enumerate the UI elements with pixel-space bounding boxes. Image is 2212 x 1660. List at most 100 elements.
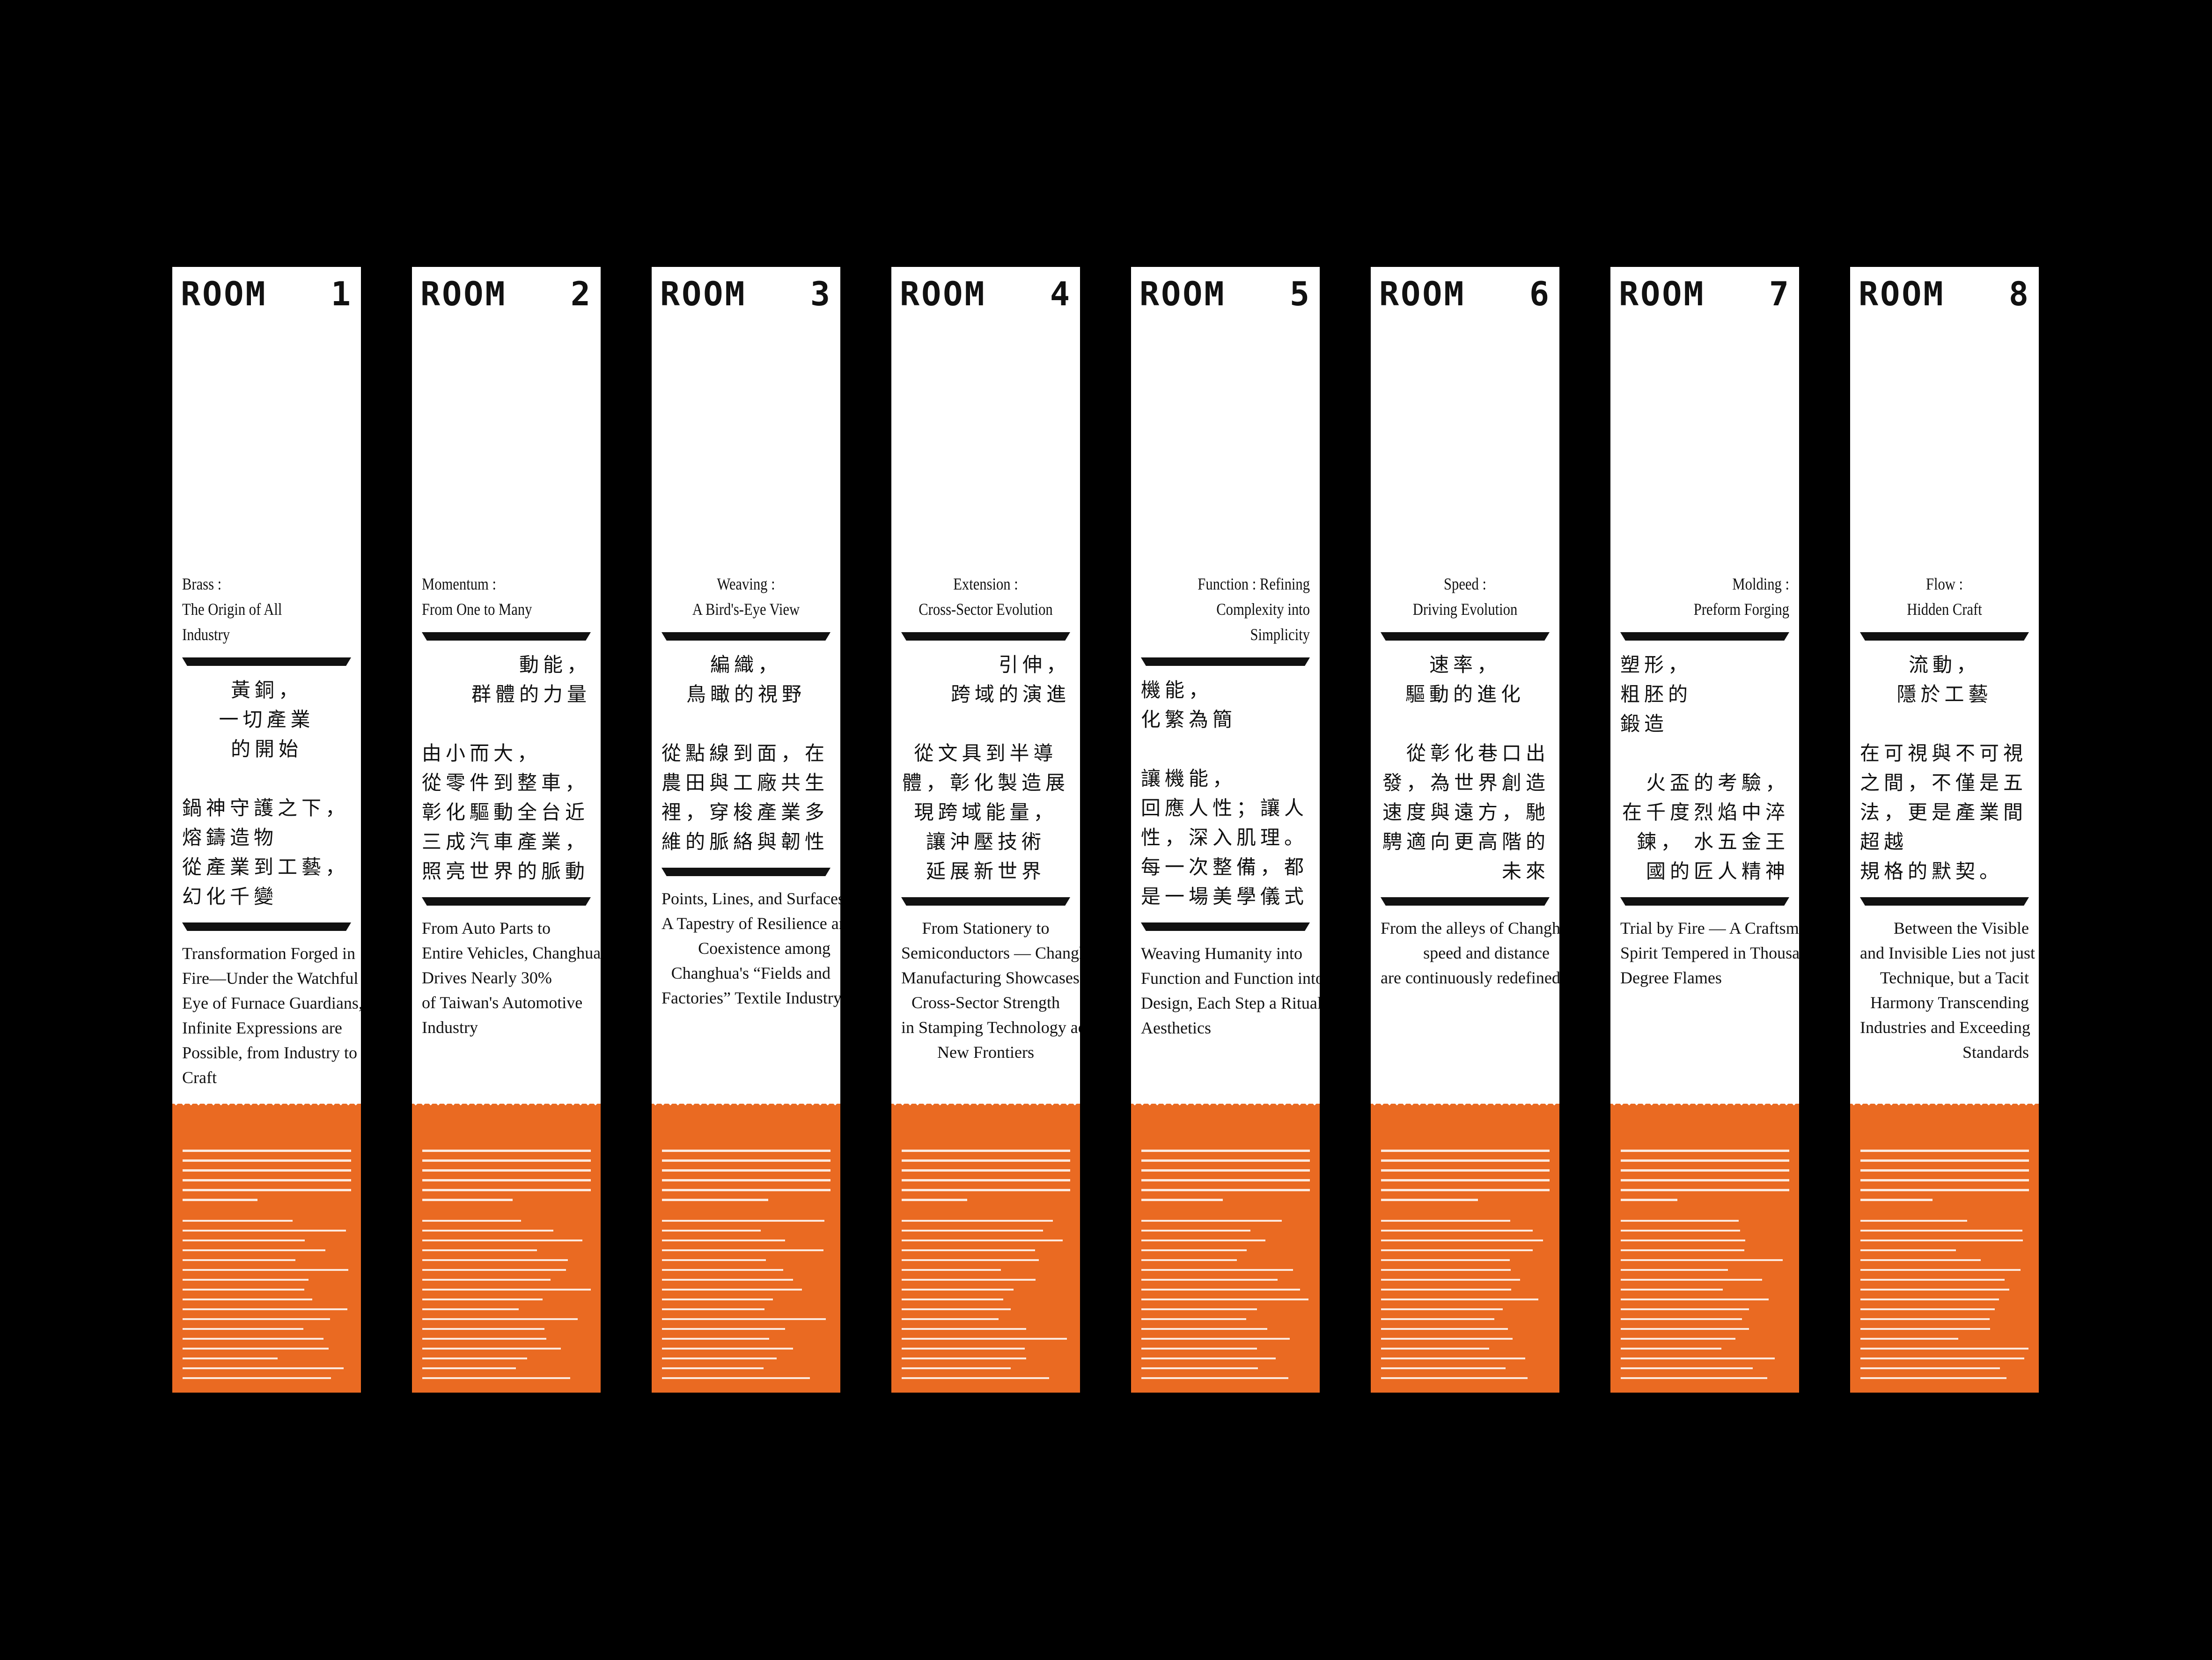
body-zh: 從文具到半導	[914, 743, 1058, 765]
text-line	[183, 1328, 303, 1330]
title-zh: 動能，	[519, 655, 591, 676]
text-line	[1860, 1348, 2028, 1350]
body-zh: 農田與工廠共生	[661, 773, 829, 794]
subtitle-en: Aesthetics	[1141, 1018, 1211, 1037]
subtitle-en: Fire—Under the Watchful	[182, 969, 359, 988]
text-line	[662, 1169, 830, 1172]
panel-content: Function : Refining Complexity into Simpl…	[1141, 571, 1320, 1040]
text-line	[422, 1377, 571, 1379]
text-line	[1621, 1367, 1753, 1369]
panel-content: Extension : Cross-Sector Evolution 引伸， 跨域的演…	[901, 571, 1080, 1065]
text-line	[662, 1298, 773, 1300]
text-line	[1621, 1279, 1763, 1281]
subtitle-en: New Frontiers	[937, 1043, 1034, 1062]
title-en: Weaving :	[717, 575, 775, 593]
title-zh: 塑形，	[1620, 655, 1692, 676]
text-line	[422, 1159, 591, 1162]
body-zh: 現跨域能量，	[914, 802, 1058, 824]
body-zh: 法，更是產業間	[1860, 802, 2028, 824]
text-line	[1141, 1318, 1247, 1320]
text-line	[1141, 1269, 1293, 1271]
zigzag-edge	[1610, 1104, 1799, 1107]
title-zh: 隱於工藝	[1896, 684, 1992, 706]
text-line	[1860, 1220, 1968, 1222]
body-zh: 國的匠人精神	[1646, 861, 1789, 883]
text-line	[1621, 1159, 1789, 1162]
divider	[1141, 657, 1310, 666]
subtitle-en: Coexistence among	[698, 939, 830, 958]
text-line	[1381, 1328, 1508, 1330]
panel-content: Molding : Preform Forging 塑形， 粗胚的 鍛造 火盃的考驗， 在千…	[1620, 571, 1799, 990]
text-line	[1141, 1377, 1289, 1379]
text-line	[183, 1259, 295, 1261]
text-line	[1621, 1239, 1746, 1241]
subtitle-en: Craft	[182, 1068, 217, 1087]
text-line	[1381, 1308, 1503, 1310]
text-line	[1860, 1358, 2025, 1359]
text-line	[422, 1249, 537, 1251]
text-line	[1141, 1169, 1310, 1172]
text-line	[183, 1169, 351, 1172]
text-line	[1621, 1289, 1723, 1291]
text-line	[422, 1259, 568, 1261]
room-panel: ROOM 7 Molding : Preform Forging 塑形， 粗胚的 鍛造 火盃的…	[1610, 267, 1799, 1393]
text-line	[183, 1239, 305, 1241]
text-line	[1860, 1249, 1956, 1251]
text-line	[902, 1269, 1001, 1271]
text-line	[1141, 1259, 1237, 1261]
text-line	[183, 1367, 344, 1369]
title-en: Preform Forging	[1693, 600, 1789, 619]
body-zh: 速度與遠方，馳	[1382, 802, 1550, 824]
text-line	[662, 1367, 764, 1369]
subtitle-en: Manufacturing Showcases its	[901, 968, 1080, 987]
body-zh: 熔鑄造物	[182, 827, 278, 849]
body-zh: 性，深入肌理。	[1141, 827, 1308, 849]
title-zh: 引伸，	[998, 655, 1070, 676]
body-zh: 從點線到面，在	[661, 743, 829, 765]
text-line	[1141, 1230, 1251, 1232]
text-line	[1860, 1239, 2023, 1241]
subtitle-en: From Stationery to	[922, 919, 1050, 937]
text-line	[1381, 1150, 1550, 1152]
subtitle-en: Entire Vehicles, Changhua	[422, 944, 601, 962]
text-line	[902, 1348, 1025, 1350]
title-en: The Origin of All Industry	[182, 600, 282, 644]
body-zh: 鍊， 水五金王	[1637, 832, 1789, 853]
zigzag-edge	[412, 1104, 601, 1107]
text-line	[1141, 1279, 1278, 1281]
spacer	[422, 710, 591, 739]
zigzag-edge	[1371, 1104, 1559, 1107]
body-zh: 三成汽車產業，	[422, 832, 589, 853]
room-word: ROOM	[420, 275, 507, 313]
text-line	[1381, 1279, 1520, 1281]
text-line	[1621, 1348, 1721, 1350]
title-zh: 流動，	[1908, 655, 1980, 676]
room-word: ROOM	[1859, 275, 1945, 313]
body-zh: 每一次整備，都	[1141, 857, 1308, 878]
title-en: Molding :	[1732, 575, 1789, 593]
subtitle-en: Transformation Forged in	[182, 944, 356, 963]
body-zh: 超越	[1860, 832, 1908, 853]
text-line	[1381, 1239, 1543, 1241]
text-line	[662, 1179, 830, 1181]
room-number: 7	[1769, 275, 1791, 313]
panel-content: Momentum : From One to Many 動能， 群體的力量 由小而大， 從…	[422, 571, 601, 1040]
text-line	[1141, 1289, 1300, 1291]
text-line	[902, 1179, 1070, 1181]
room-label: ROOM 6	[1379, 275, 1551, 313]
text-line	[1621, 1249, 1745, 1251]
orange-section	[172, 1104, 361, 1393]
room-word: ROOM	[1379, 275, 1466, 313]
room-panel: ROOM 8 Flow : Hidden Craft 流動， 隱於工藝 在可視與不可視 之間，…	[1850, 267, 2039, 1393]
text-line	[902, 1199, 968, 1201]
text-line	[422, 1358, 527, 1359]
text-line	[1141, 1249, 1247, 1251]
text-line	[902, 1249, 1035, 1251]
spacer	[661, 710, 830, 739]
text-line	[1860, 1338, 1958, 1340]
text-line	[662, 1338, 770, 1340]
text-line	[183, 1159, 351, 1162]
text-line	[1381, 1318, 1494, 1320]
text-line	[662, 1269, 784, 1271]
text-line	[1381, 1199, 1478, 1201]
